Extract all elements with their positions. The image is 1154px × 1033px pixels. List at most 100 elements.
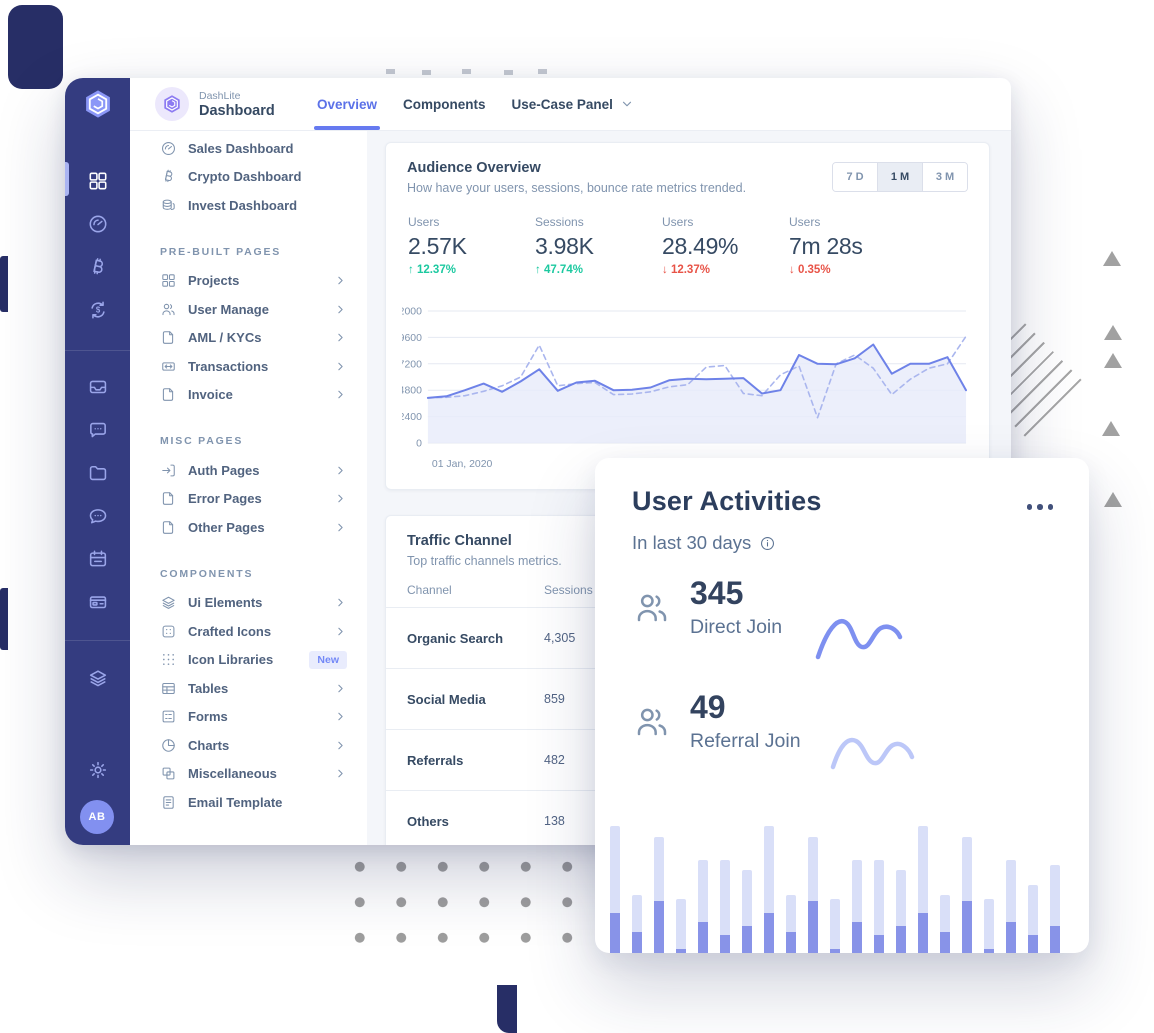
activity-bar — [852, 860, 862, 953]
inbox-icon — [89, 380, 106, 393]
activity-sparkline — [815, 619, 903, 660]
chevron-down-icon — [622, 101, 631, 107]
metric-value: 2.57K — [408, 233, 467, 259]
menu-item-transactions[interactable]: Transactions — [130, 352, 367, 381]
info-icon[interactable] — [759, 535, 776, 552]
menu-item-error-pages[interactable]: Error Pages — [130, 485, 367, 514]
menu-section-label: MISC PAGES — [160, 435, 244, 447]
card-menu-button[interactable] — [1026, 504, 1053, 510]
file-text-icon — [162, 492, 174, 506]
wallet-icon — [89, 595, 106, 608]
menu-item-forms[interactable]: Forms — [130, 703, 367, 732]
metric-label: Users — [408, 215, 440, 229]
menu-item-label: Sales Dashboard — [188, 140, 294, 156]
menu-item-invoice[interactable]: Invoice — [130, 381, 367, 410]
tab-components[interactable]: Components — [403, 78, 486, 130]
rail-item-swap[interactable]: $ — [65, 288, 130, 331]
coins-icon — [162, 199, 175, 210]
menu-item-user-manage[interactable]: User Manage — [130, 295, 367, 324]
menu-item-label: Invest Dashboard — [188, 197, 298, 213]
menu-item-invest-dashboard[interactable]: Invest Dashboard — [130, 191, 367, 220]
avatar[interactable]: AB — [80, 800, 114, 834]
sessions-cell: 859 — [544, 692, 565, 706]
dots-grid-icon — [163, 654, 174, 666]
menu-item-label: Other Pages — [188, 519, 265, 535]
menu-item-other-pages[interactable]: Other Pages — [130, 513, 367, 542]
activity-bar — [940, 895, 950, 953]
range-button-3m[interactable]: 3 M — [922, 163, 967, 191]
rail-item-gear[interactable] — [65, 748, 130, 791]
menu-item-label: Crafted Icons — [188, 623, 272, 639]
range-button-7d[interactable]: 7 D — [833, 163, 877, 191]
table-row: Others 138 — [386, 791, 989, 845]
chevron-right-icon — [338, 712, 343, 721]
rail-item-grid[interactable] — [65, 159, 130, 202]
menu-item-projects[interactable]: Projects — [130, 267, 367, 296]
chevron-right-icon — [338, 598, 343, 607]
brand-logo-tile[interactable] — [155, 87, 189, 121]
rail-item-chat-square[interactable] — [65, 408, 130, 451]
misc-icon — [162, 767, 175, 780]
card-title: Audience Overview — [407, 160, 541, 176]
chevron-right-icon — [338, 741, 343, 750]
metric-label: Users — [789, 215, 821, 229]
new-badge: New — [309, 650, 347, 669]
rail-item-chat-round[interactable] — [65, 494, 130, 537]
activity-bar — [610, 826, 620, 953]
chevron-right-icon — [338, 627, 343, 636]
decor-dot-grid — [339, 849, 588, 956]
channel-cell: Social Media — [407, 691, 486, 707]
menu-item-tables[interactable]: Tables — [130, 674, 367, 703]
decor-triangle — [1104, 353, 1122, 368]
grid-sm-icon — [162, 274, 175, 287]
table-icon — [162, 682, 175, 694]
activity-bar — [654, 837, 664, 953]
menu-item-crafted-icons[interactable]: Crafted Icons — [130, 617, 367, 646]
menu-item-icon-libraries[interactable]: Icon Libraries New — [130, 646, 367, 675]
rail-item-gauge[interactable] — [65, 202, 130, 245]
svg-text:$: $ — [95, 305, 100, 314]
tab-use-case-panel[interactable]: Use-Case Panel — [512, 78, 634, 130]
metric-value: 3.98K — [535, 233, 594, 259]
rail-item-bitcoin[interactable] — [65, 245, 130, 288]
brand-small-label: DashLite — [199, 89, 241, 102]
activity-bar — [742, 870, 752, 953]
metric-delta: ↑ 12.37% — [408, 264, 456, 276]
menu-item-charts[interactable]: Charts — [130, 731, 367, 760]
activity-bar — [896, 870, 906, 953]
tab-overview[interactable]: Overview — [313, 78, 381, 130]
metric-3: Users 7m 28s ↓ 0.35% — [789, 215, 916, 276]
menu-item-ui-elements[interactable]: Ui Elements — [130, 589, 367, 618]
rail-item-inbox[interactable] — [65, 365, 130, 408]
menu-section-label: PRE-BUILT PAGES — [160, 245, 282, 258]
brand: DashLite Dashboard — [130, 87, 292, 121]
range-button-1m[interactable]: 1 M — [877, 163, 922, 191]
rail-item-folder[interactable] — [65, 451, 130, 494]
rail-item-layers[interactable] — [65, 656, 130, 699]
activity-bar — [764, 826, 774, 953]
gauge-icon — [89, 215, 106, 232]
menu-item-aml-kycs[interactable]: AML / KYCs — [130, 324, 367, 353]
menu-item-sales-dashboard[interactable]: Sales Dashboard — [130, 134, 367, 163]
decor-dark-shape — [0, 256, 8, 312]
menu-item-label: Charts — [188, 737, 230, 753]
menu-item-label: Tables — [188, 680, 229, 696]
activity-bar-chart — [595, 823, 1089, 953]
menu-item-auth-pages[interactable]: Auth Pages — [130, 456, 367, 485]
menu-item-label: AML / KYCs — [188, 330, 262, 346]
decor-triangle — [1103, 251, 1121, 266]
menu-item-label: User Manage — [188, 301, 269, 317]
channel-cell: Organic Search — [407, 630, 504, 646]
user-activities-card: User Activities In last 30 days 345 Dire… — [595, 458, 1089, 953]
menu-item-miscellaneous[interactable]: Miscellaneous — [130, 760, 367, 789]
activity-bar — [1006, 860, 1016, 953]
rail-item-wallet[interactable] — [65, 580, 130, 623]
brand-logo[interactable] — [65, 87, 130, 121]
metric-2: Users 28.49% ↓ 12.37% — [662, 215, 789, 276]
chevron-right-icon — [338, 362, 343, 371]
menu-item-label: Projects — [188, 273, 240, 289]
decor-dark-shape — [8, 5, 63, 89]
menu-item-email-template[interactable]: Email Template — [130, 788, 367, 817]
rail-item-calendar[interactable] — [65, 537, 130, 580]
menu-item-crypto-dashboard[interactable]: Crypto Dashboard — [130, 163, 367, 192]
